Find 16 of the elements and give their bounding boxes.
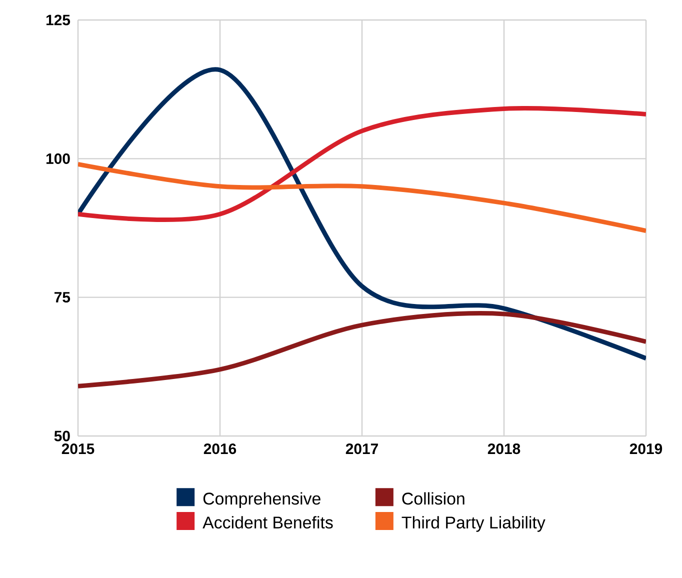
- x-tick-label: 2018: [488, 444, 520, 454]
- x-tick-label: 2016: [204, 444, 236, 454]
- line-series: [78, 162, 646, 234]
- x-tick-label: 2017: [346, 444, 378, 454]
- y-tick-label: 100: [46, 153, 70, 164]
- line-series: [78, 68, 646, 361]
- x-tick-label: 2015: [62, 444, 94, 454]
- legend-label: Comprehensive: [203, 492, 320, 508]
- x-tick-label: 2019: [630, 444, 662, 454]
- y-tick-label: 75: [54, 292, 70, 303]
- legend-label: Third Party Liability: [402, 516, 546, 532]
- legend-label: Accident Benefits: [202, 516, 333, 529]
- legend-label: Collision: [402, 492, 464, 505]
- y-tick-label: 50: [54, 430, 70, 442]
- line-series: [78, 311, 646, 388]
- y-tick-label: 125: [46, 14, 70, 26]
